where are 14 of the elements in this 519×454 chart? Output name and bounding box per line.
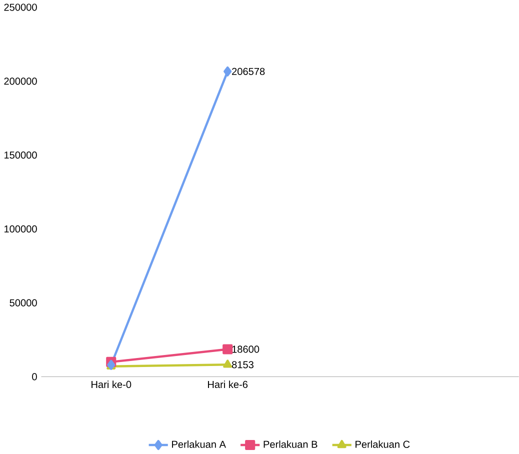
x-tick-label: Hari ke-0 [92,380,132,388]
legend-label: Perlakuan A [172,440,226,448]
x-tick-label: Hari ke-6 [208,380,248,388]
data-label: 8153 [232,361,254,368]
data-label: 206578 [232,68,265,76]
y-tick-label: 100000 [4,225,37,233]
legend-label: Perlakuan C [356,440,410,448]
legend-label: Perlakuan B [264,440,318,448]
y-tick-label: 150000 [4,152,37,159]
y-tick-label: 200000 [4,78,37,85]
y-tick-label: 50000 [10,299,37,306]
y-tick-label: 250000 [4,4,37,11]
data-label: 18600 [232,346,260,353]
y-tick-label: 0 [32,373,37,380]
